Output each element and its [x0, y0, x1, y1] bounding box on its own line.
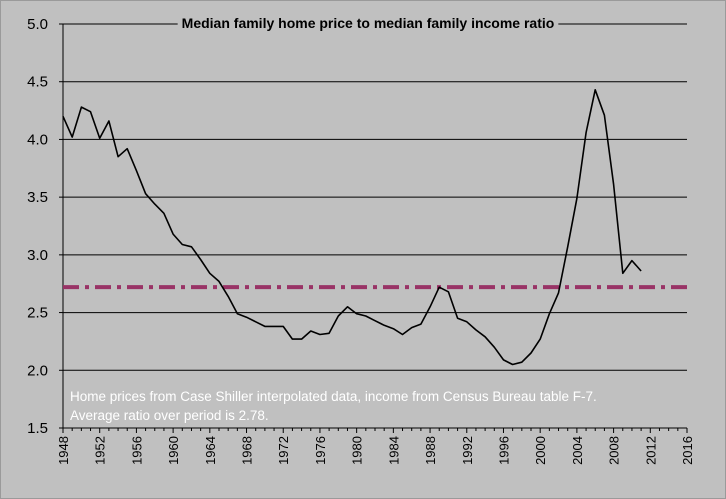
x-tick-label: 1948 — [56, 436, 71, 465]
y-tick-label: 4.0 — [27, 131, 48, 148]
annotation-source: Home prices from Case Shiller interpolat… — [70, 389, 597, 404]
x-tick-label: 2008 — [607, 436, 622, 465]
x-tick-label: 1988 — [423, 436, 438, 465]
y-tick-label: 3.0 — [27, 247, 48, 264]
x-tick-label: 1968 — [240, 436, 255, 465]
annotation-group: Home prices from Case Shiller interpolat… — [70, 389, 597, 423]
x-tick-labels: 1948 1952 1956 1960 1964 1968 1972 1976 1980 1984… — [56, 436, 695, 465]
chart-title-background — [177, 13, 559, 35]
y-tick-label: 4.5 — [27, 74, 48, 91]
series-layer — [62, 89, 642, 366]
x-tick-label: 1960 — [166, 436, 181, 465]
x-tick-label: 1956 — [129, 436, 144, 465]
y-tick-label: 5.0 — [27, 16, 48, 33]
gridlines — [63, 23, 687, 371]
chart-title-group: Median family home price to median famil… — [177, 13, 559, 35]
x-tick-label: 1984 — [386, 436, 401, 465]
y-tick-label: 3.5 — [27, 189, 48, 206]
y-tick-labels: 5.0 4.5 4.0 3.5 3.0 2.5 2.0 1.5 — [27, 16, 48, 437]
x-tick-label: 2012 — [643, 436, 658, 465]
series-line — [62, 89, 642, 366]
x-tick-label: 1992 — [460, 436, 475, 465]
x-tick-label: 1972 — [276, 436, 291, 465]
x-tick-label: 1976 — [313, 436, 328, 465]
x-tick-label: 2000 — [533, 436, 548, 465]
annotation-average: Average ratio over period is 2.78. — [70, 408, 269, 423]
x-tick-label: 2004 — [570, 436, 585, 465]
axes — [59, 23, 688, 433]
x-tick-label: 2016 — [680, 436, 695, 465]
y-tick-label: 2.5 — [27, 305, 48, 322]
x-tick-label: 1996 — [496, 436, 511, 465]
x-tick-label: 1964 — [203, 436, 218, 465]
y-tick-label: 2.0 — [27, 362, 48, 379]
x-tick-label: 1952 — [93, 436, 108, 465]
chart-title: Median family home price to median famil… — [182, 15, 555, 31]
x-tick-label: 1980 — [350, 436, 365, 465]
y-tick-label: 1.5 — [27, 420, 48, 437]
